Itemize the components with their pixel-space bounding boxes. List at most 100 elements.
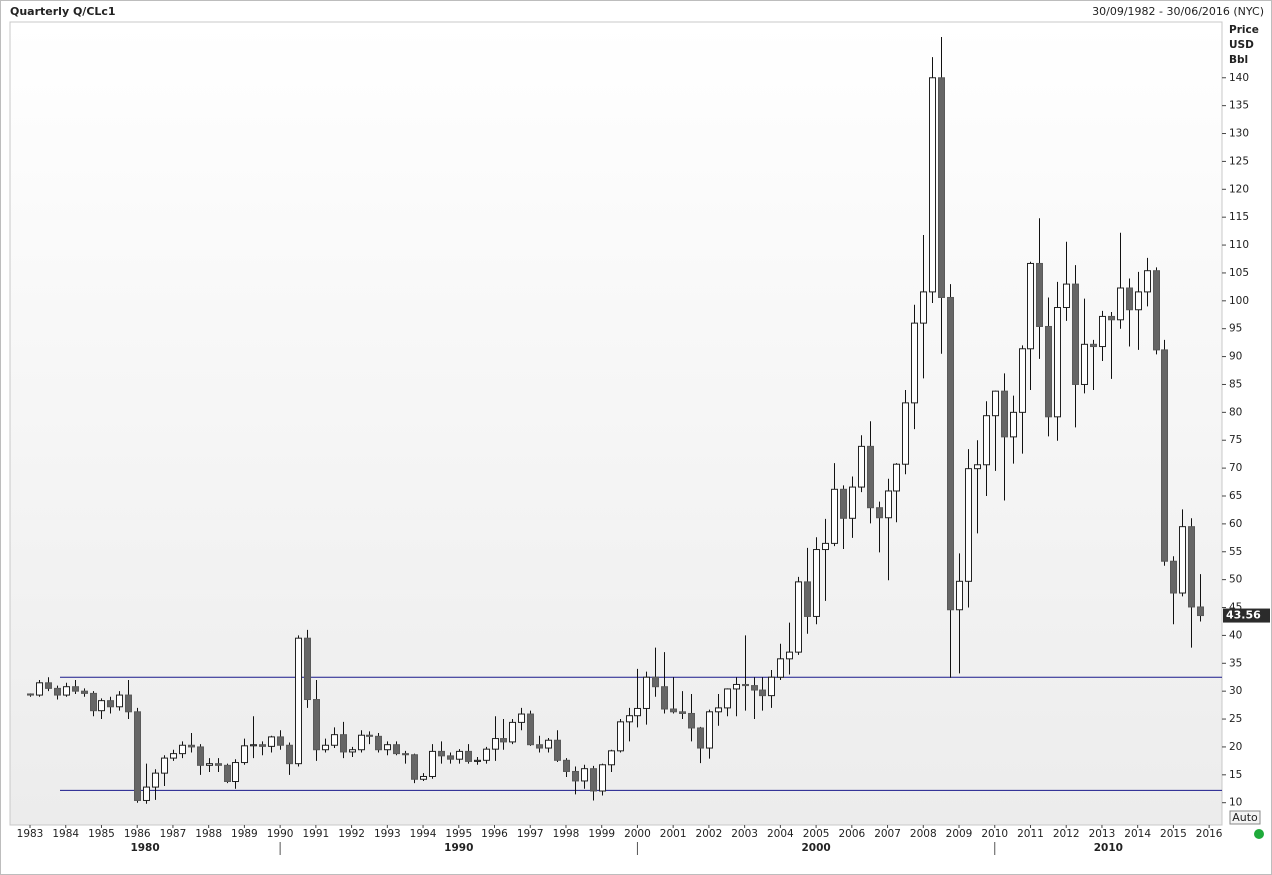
candle-body-down: [947, 296, 954, 611]
x-tick-label: 1989: [231, 828, 258, 840]
candle-body-down: [804, 581, 811, 617]
candle-body-down: [670, 708, 677, 713]
candle-body-up: [608, 750, 615, 766]
decade-label: 1980: [130, 842, 159, 854]
y-tick-label: 60: [1229, 518, 1242, 530]
x-tick-label: 2014: [1124, 828, 1151, 840]
candle-body-up: [617, 721, 624, 752]
candle-body-up: [492, 738, 499, 750]
candle-body-down: [536, 744, 543, 749]
candle-body-down: [107, 700, 114, 708]
x-tick-label: 1997: [517, 828, 544, 840]
candle-body-up: [929, 77, 936, 293]
x-tick-label: 2006: [838, 828, 865, 840]
candle-body-down: [876, 507, 883, 519]
candle-body-down: [366, 734, 373, 737]
candle-body-up: [384, 744, 391, 751]
candle-body-up: [1054, 307, 1061, 418]
candle-body-up: [777, 658, 784, 678]
candle-body-up: [706, 711, 713, 749]
y-tick-label: 50: [1229, 574, 1242, 586]
auto-button-label[interactable]: Auto: [1232, 811, 1258, 824]
candle-body-up: [420, 775, 427, 780]
candle-body-down: [1036, 262, 1043, 327]
y-tick-label: 80: [1229, 406, 1242, 418]
candle-body-down: [313, 699, 320, 751]
candle-body-down: [1153, 270, 1160, 351]
candle-body-down: [938, 77, 945, 298]
x-tick-label: 2007: [874, 828, 901, 840]
candle-body-up: [581, 768, 588, 782]
x-tick-label: 2003: [731, 828, 758, 840]
candle-body-up: [483, 748, 490, 761]
candle-body-up: [885, 490, 892, 519]
candle-body-up: [849, 486, 856, 519]
candle-body-up: [474, 759, 481, 762]
candle-body-up: [768, 676, 775, 697]
y-tick-label: 40: [1229, 629, 1242, 641]
candle-body-up: [724, 688, 731, 709]
candle-body-up: [1099, 315, 1106, 348]
candle-body-down: [500, 738, 507, 743]
chart-title: Quarterly Q/CLc1: [10, 5, 116, 18]
candle-body-down: [134, 711, 141, 801]
candle-body-up: [349, 749, 356, 753]
x-tick-label: 1983: [17, 828, 44, 840]
x-tick-label: 1991: [302, 828, 329, 840]
candle-body-up: [179, 744, 186, 755]
candle-body-down: [259, 744, 266, 747]
candle-body-up: [116, 694, 123, 708]
y-tick-label: 95: [1229, 323, 1242, 335]
y-tick-label: 90: [1229, 351, 1242, 363]
candle-body-up: [518, 713, 525, 723]
candle-body-up: [858, 445, 865, 488]
candle-body-up: [902, 402, 909, 465]
decade-label: 2010: [1094, 842, 1123, 854]
y-tick-label: 120: [1229, 183, 1249, 195]
candle-body-down: [697, 727, 704, 749]
candle-body-up: [974, 464, 981, 470]
candle-body-down: [1170, 560, 1177, 594]
x-tick-label: 2008: [910, 828, 937, 840]
candle-body-down: [90, 692, 97, 712]
x-tick-label: 1987: [160, 828, 187, 840]
y-tick-label: 35: [1229, 657, 1242, 669]
x-tick-label: 2012: [1053, 828, 1080, 840]
candle-body-up: [63, 686, 70, 696]
y-tick-label: 15: [1229, 769, 1242, 781]
candle-body-down: [465, 750, 472, 762]
y-axis-label: Price: [1229, 24, 1259, 36]
candle-body-up: [509, 721, 516, 743]
x-tick-label: 1996: [481, 828, 508, 840]
y-tick-label: 100: [1229, 295, 1249, 307]
candle-body-up: [643, 676, 650, 709]
x-tick-label: 1990: [267, 828, 294, 840]
auto-button[interactable]: [1229, 810, 1261, 825]
candle-body-down: [340, 734, 347, 753]
candle-body-up: [786, 651, 793, 660]
candle-body-up: [1144, 270, 1151, 293]
x-tick-label: 2016: [1196, 828, 1223, 840]
candle-body-down: [1072, 283, 1079, 385]
candle-body-up: [170, 753, 177, 759]
candle-body-down: [215, 763, 222, 766]
candle-body-down: [72, 686, 79, 692]
candle-body-up: [143, 786, 150, 801]
candle-body-up: [1081, 343, 1088, 385]
x-tick-label: 1986: [124, 828, 151, 840]
candle-body-down: [197, 746, 204, 766]
candle-body-down: [402, 753, 409, 756]
y-tick-label: 115: [1229, 211, 1249, 223]
candle-body-up: [268, 736, 275, 747]
candle-body-up: [241, 745, 248, 764]
candle-body-down: [742, 683, 749, 687]
candle-body-down: [1126, 287, 1133, 311]
candle-body-up: [795, 581, 802, 653]
candle-body-up: [232, 762, 239, 783]
candle-body-up: [206, 763, 213, 766]
candle-body-down: [751, 685, 758, 691]
x-tick-label: 1999: [588, 828, 615, 840]
candle-body-down: [304, 637, 311, 701]
y-tick-label: 140: [1229, 72, 1249, 84]
candle-body-up: [1135, 291, 1142, 311]
